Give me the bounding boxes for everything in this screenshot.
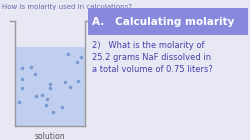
FancyBboxPatch shape [88,8,248,35]
Point [40,94,44,96]
Point [75,61,79,63]
Bar [15,47,85,126]
Point [20,78,24,80]
Point [33,73,37,75]
Text: solution: solution [35,132,65,140]
Point [34,94,38,97]
Text: A.   Calculating molarity: A. Calculating molarity [92,17,235,27]
Point [17,101,21,103]
Point [60,106,64,108]
Point [20,86,24,89]
Point [29,66,33,68]
Point [44,104,48,106]
Point [66,52,70,55]
Point [20,67,24,69]
Point [48,87,52,89]
Point [79,55,83,58]
Point [68,85,72,88]
Text: How is molarity used in calculations?: How is molarity used in calculations? [2,4,132,10]
Point [48,83,52,85]
Point [45,98,49,100]
Text: 2)   What is the molarity of
25.2 grams NaF dissolved in
a total volume of 0.75 : 2) What is the molarity of 25.2 grams Na… [92,41,214,74]
Point [62,81,66,84]
Point [50,111,54,113]
Point [76,80,80,82]
